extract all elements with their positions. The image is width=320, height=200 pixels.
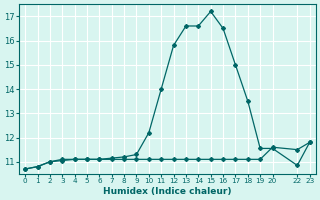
X-axis label: Humidex (Indice chaleur): Humidex (Indice chaleur) bbox=[103, 187, 232, 196]
